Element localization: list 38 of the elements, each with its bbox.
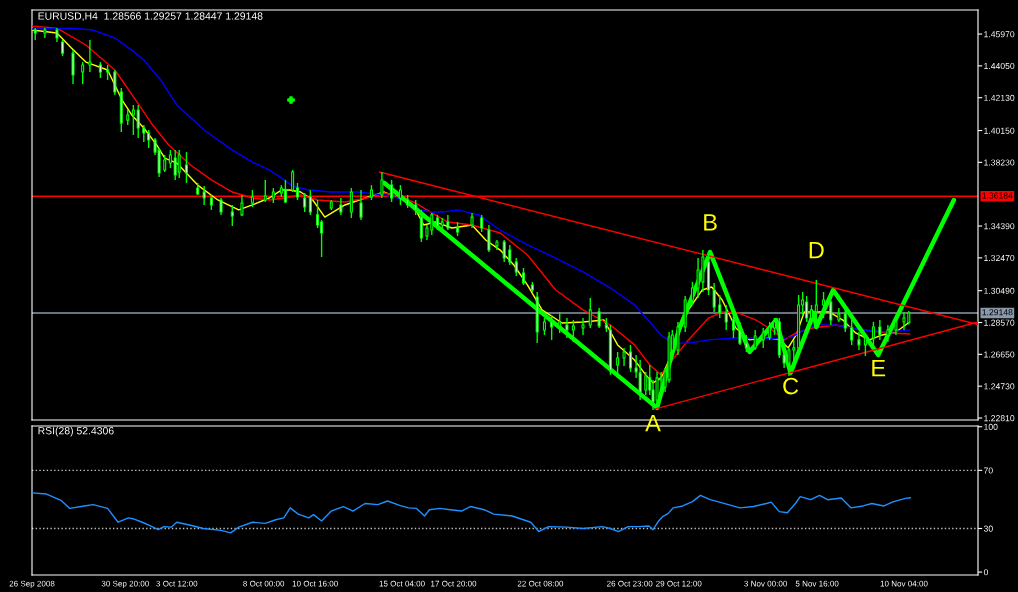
- y-tick-label: 1.45970: [984, 31, 1015, 38]
- annotation: E: [872, 360, 886, 377]
- y-tick-label: 1.34390: [984, 223, 1015, 230]
- x-tick-label: 10 Oct 16:00: [292, 580, 338, 587]
- y-tick-label: 1.24730: [984, 383, 1015, 390]
- y-tick-label: 1.28570: [984, 319, 1015, 326]
- y-tick-label: 0: [983, 569, 989, 576]
- chart-title: RSI(28) 52.4306: [38, 426, 114, 437]
- annotation: C: [783, 377, 799, 395]
- y-tick-label: 1.40150: [984, 127, 1015, 134]
- ref-line-label: 1.36184: [982, 192, 1013, 199]
- chart-title: EURUSD,H4 1.28566 1.29257 1.28447 1.29148: [38, 12, 263, 21]
- y-tick-label: 1.32470: [984, 254, 1015, 262]
- x-tick-label: 22 Oct 08:00: [517, 580, 564, 587]
- y-tick-label: 1.30490: [984, 287, 1015, 294]
- y-tick-label: 30: [983, 525, 993, 532]
- x-tick-label: 8 Oct 00:00: [243, 580, 285, 587]
- annotation: B: [704, 214, 717, 231]
- x-tick-label: 26 Sep 2008: [9, 580, 55, 589]
- x-tick-label: 15 Oct 04:00: [379, 580, 425, 587]
- x-tick-label: 10 Nov 04:00: [880, 580, 928, 587]
- x-tick-label: 26 Oct 23:00: [607, 580, 653, 587]
- x-tick-label: 3 Nov 00:00: [744, 580, 788, 587]
- annotation: A: [645, 414, 661, 432]
- y-tick-label: 100: [984, 423, 998, 430]
- x-tick-label: 17 Oct 20:00: [431, 580, 477, 587]
- annotation: D: [809, 242, 824, 259]
- y-tick-label: 1.38230: [984, 159, 1015, 166]
- y-tick-label: 1.44050: [984, 62, 1015, 70]
- y-tick-label: 1.26650: [984, 351, 1015, 358]
- x-tick-label: 30 Sep 20:00: [101, 580, 149, 589]
- y-tick-label: 1.22810: [984, 415, 1015, 422]
- x-tick-label: 3 Oct 12:00: [156, 580, 198, 587]
- y-tick-label: 1.42130: [984, 94, 1015, 101]
- y-tick-label: 70: [984, 467, 993, 474]
- ref-line-label: 1.29148: [982, 309, 1013, 316]
- x-tick-label: 29 Oct 12:00: [656, 580, 702, 587]
- x-tick-label: 5 Nov 16:00: [795, 580, 839, 587]
